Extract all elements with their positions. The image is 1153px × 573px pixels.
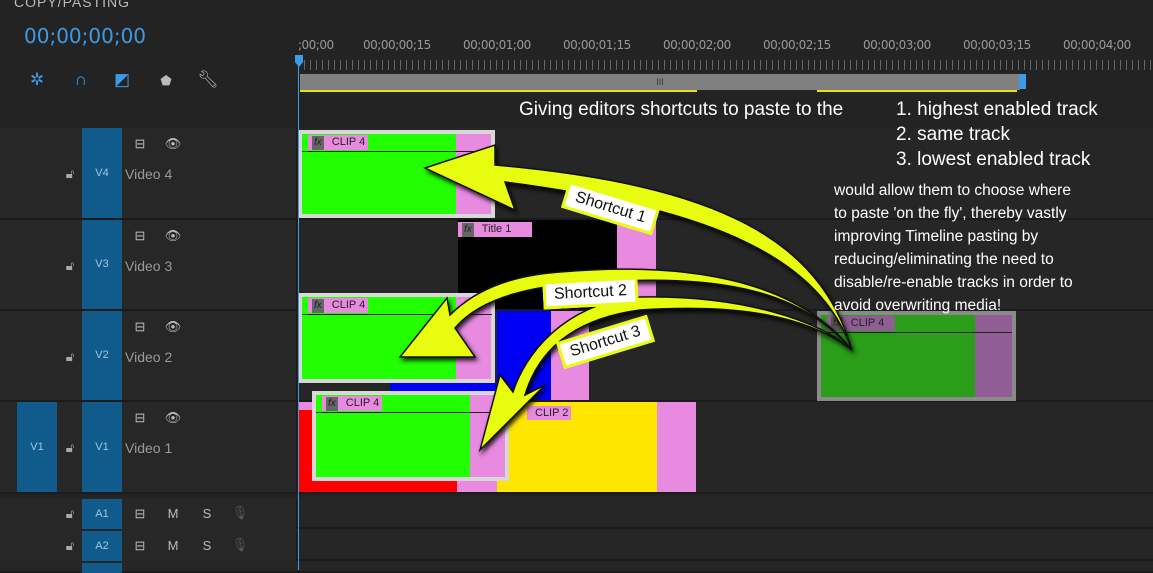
- ruler-label: 00;00;03;00: [863, 38, 931, 52]
- track-header-a2: 🔓︎ A2 ⊟ M S 🎙︎: [0, 531, 297, 561]
- wrench-settings-icon[interactable]: 🔧︎: [197, 70, 219, 89]
- track-target-v4[interactable]: V4: [82, 128, 122, 218]
- lock-icon[interactable]: 🔓︎: [65, 166, 75, 181]
- lock-icon[interactable]: 🔓︎: [65, 538, 75, 553]
- playhead-timecode[interactable]: 00;00;00;00: [24, 24, 147, 48]
- ruler-label: 00;00;01;15: [563, 38, 631, 52]
- shortcut-1-arrow: [422, 143, 853, 351]
- track-header-v4: 🔓︎ V4 ⊟ 👁︎ Video 4: [0, 128, 297, 218]
- track-header-v1: V1 🔓︎ V1 ⊟ 👁︎ Video 1: [0, 402, 297, 492]
- track-target-a2[interactable]: A2: [82, 531, 122, 561]
- annotation-list-item: 1. highest enabled track: [896, 99, 1098, 120]
- track-target-v2[interactable]: V2: [82, 311, 122, 400]
- fx-badge: fx: [831, 317, 843, 331]
- ruler-label: 00;00;00;15: [363, 38, 431, 52]
- annotation-list-item: 2. same track: [896, 124, 1011, 145]
- annotation-list-item: 3. lowest enabled track: [896, 149, 1091, 170]
- ruler-label: 00;00;04;00: [1063, 38, 1131, 52]
- fx-badge: fx: [312, 136, 324, 150]
- mute-button[interactable]: M: [167, 506, 179, 521]
- ruler-label: 00;00;02;00: [663, 38, 731, 52]
- toggle-sync-lock-icon[interactable]: ⊟: [134, 538, 146, 553]
- fx-badge: fx: [462, 223, 474, 237]
- track-name: Video 3: [125, 258, 173, 274]
- work-area-end-handle[interactable]: [1019, 74, 1026, 89]
- nest-icon[interactable]: ✲: [29, 70, 45, 89]
- toggle-sync-lock-icon[interactable]: ⊟: [134, 319, 146, 334]
- solo-button[interactable]: S: [202, 506, 212, 521]
- toggle-sync-lock-icon[interactable]: ⊟: [134, 506, 146, 521]
- ruler-label: 00;00;03;15: [963, 38, 1031, 52]
- shortcut-2-label: Shortcut 2: [542, 276, 639, 310]
- source-patch-v1[interactable]: V1: [17, 402, 57, 492]
- fx-badge: fx: [312, 299, 324, 313]
- track-target-v3[interactable]: V3: [82, 220, 122, 309]
- eye-icon[interactable]: 👁︎: [164, 136, 182, 151]
- shortcut-2-arrow: [398, 268, 853, 358]
- playhead-line[interactable]: [298, 55, 299, 570]
- clip-blue-strip: [390, 383, 497, 392]
- annotation-intro: Giving editors shortcuts to paste to the: [519, 99, 844, 120]
- mute-button[interactable]: M: [167, 538, 179, 553]
- work-area-bar[interactable]: III: [300, 74, 1020, 90]
- solo-button[interactable]: S: [202, 538, 212, 553]
- ruler-label: 00;00;01;00: [463, 38, 531, 52]
- clip-label: fx CLIP 4: [308, 135, 368, 150]
- sequence-tab-title[interactable]: COPY/PASTING: [14, 0, 130, 10]
- microphone-icon[interactable]: 🎙︎: [231, 537, 249, 552]
- track-header-a1: 🔓︎ A1 ⊟ M S 🎙︎: [0, 499, 297, 529]
- track-target-v1[interactable]: V1: [82, 402, 122, 492]
- annotation-paragraph: would allow them to choose where to past…: [834, 182, 1073, 314]
- track-header-v2: 🔓︎ V2 ⊟ 👁︎ Video 2: [0, 311, 297, 400]
- ruler-label: ;00;00: [298, 38, 334, 52]
- track-target-a1[interactable]: A1: [82, 499, 122, 529]
- clip-label: fx CLIP 4: [322, 396, 382, 411]
- eye-icon[interactable]: 👁︎: [164, 319, 182, 334]
- lock-icon[interactable]: 🔓︎: [65, 258, 75, 273]
- clip-label: fx Title 1: [458, 222, 532, 237]
- lock-icon[interactable]: 🔓︎: [65, 506, 75, 521]
- time-ruler[interactable]: [298, 60, 1153, 70]
- toggle-sync-lock-icon[interactable]: ⊟: [134, 410, 146, 425]
- clip-4-ghost[interactable]: fx CLIP 4: [817, 311, 1016, 401]
- clip-label: CLIP 2: [527, 406, 571, 420]
- shortcut-3-arrow: [478, 296, 853, 453]
- add-marker-icon[interactable]: ⬟: [160, 73, 172, 88]
- linked-selection-icon[interactable]: ◩: [113, 70, 131, 89]
- clip-2[interactable]: CLIP 2: [497, 402, 696, 492]
- ruler-label: 00;00;02;15: [763, 38, 831, 52]
- track-header-v3: 🔓︎ V3 ⊟ 👁︎ Video 3: [0, 220, 297, 309]
- track-name: Video 1: [125, 440, 173, 456]
- track-target-a3[interactable]: [82, 563, 122, 573]
- microphone-icon[interactable]: 🎙︎: [231, 505, 249, 520]
- render-bar: [817, 90, 1017, 92]
- snap-magnet-icon[interactable]: ∩: [74, 70, 88, 89]
- eye-icon[interactable]: 👁︎: [164, 410, 182, 425]
- playhead-handle[interactable]: [295, 55, 303, 67]
- track-name: Video 4: [125, 166, 173, 182]
- track-name: Video 2: [125, 349, 173, 365]
- lock-icon[interactable]: 🔓︎: [65, 440, 75, 455]
- clip-label: fx CLIP 4: [308, 298, 368, 313]
- eye-icon[interactable]: 👁︎: [164, 228, 182, 243]
- render-bar: [300, 90, 697, 92]
- toggle-sync-lock-icon[interactable]: ⊟: [134, 136, 146, 151]
- lock-icon[interactable]: 🔓︎: [65, 349, 75, 364]
- fx-badge: fx: [326, 397, 338, 411]
- toggle-sync-lock-icon[interactable]: ⊟: [134, 228, 146, 243]
